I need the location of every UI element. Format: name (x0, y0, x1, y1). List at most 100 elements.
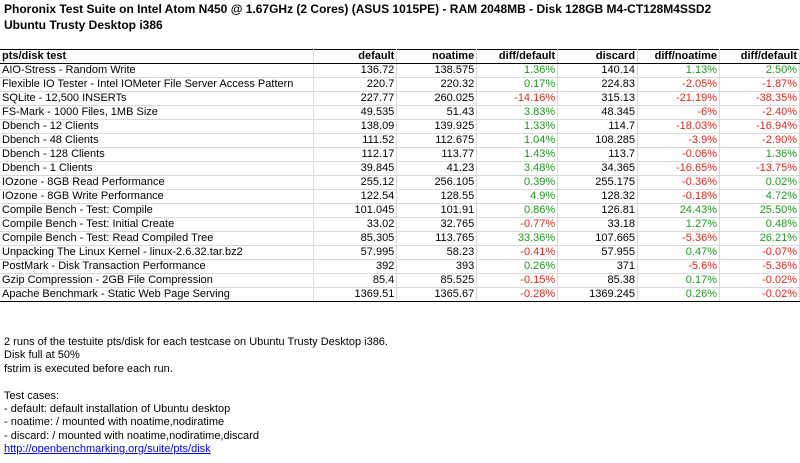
cell-diff-default[interactable]: 0.39% (476, 175, 559, 190)
note-line[interactable] (4, 376, 388, 389)
cell-noatime[interactable]: 113.765 (396, 231, 478, 246)
cell-diff-default[interactable]: -14.16% (476, 91, 559, 106)
cell-diff-default-discard[interactable]: -2.90% (719, 133, 800, 148)
cell-diff-noatime[interactable]: -3.9% (637, 133, 720, 148)
cell-noatime[interactable]: 260.025 (396, 91, 478, 106)
cell-diff-default[interactable]: 1.33% (476, 119, 559, 134)
cell-diff-default-discard[interactable]: -1.87% (719, 77, 800, 92)
cell-test[interactable]: Flexible IO Tester - Intel IOMeter File … (0, 77, 315, 92)
cell-diff-noatime[interactable]: 24.43% (637, 203, 720, 218)
cell-diff-default[interactable]: 3.48% (476, 161, 559, 176)
cell-test[interactable]: Dbench - 48 Clients (0, 133, 315, 148)
cell-default[interactable]: 57.995 (313, 245, 398, 260)
cell-discard[interactable]: 371 (557, 259, 639, 274)
cell-diff-default[interactable]: -0.28% (476, 287, 559, 302)
cell-discard[interactable]: 224.83 (557, 77, 639, 92)
cell-noatime[interactable]: 113.77 (396, 147, 478, 162)
cell-diff-default-discard[interactable]: 0.02% (719, 175, 800, 190)
cell-diff-default[interactable]: 4.9% (476, 189, 559, 204)
cell-test[interactable]: Apache Benchmark - Static Web Page Servi… (0, 287, 315, 302)
cell-default[interactable]: 85.4 (313, 273, 398, 288)
cell-noatime[interactable]: 85.525 (396, 273, 478, 288)
cell-diff-noatime[interactable]: -0.06% (637, 147, 720, 162)
cell-diff-default[interactable]: 33.36% (476, 231, 559, 246)
cell-diff-noatime[interactable]: -16.65% (637, 161, 720, 176)
header-noatime[interactable]: noatime (396, 49, 478, 64)
cell-diff-default-discard[interactable]: 4.72% (719, 189, 800, 204)
cell-diff-default-discard[interactable]: -0.02% (719, 273, 800, 288)
cell-default[interactable]: 138.09 (313, 119, 398, 134)
cell-test[interactable]: Compile Bench - Test: Read Compiled Tree (0, 231, 315, 246)
cell-test[interactable]: Dbench - 128 Clients (0, 147, 315, 162)
cell-default[interactable]: 112.17 (313, 147, 398, 162)
sheet-subtitle[interactable]: Ubuntu Trusty Desktop i386 (4, 18, 163, 32)
cell-diff-default[interactable]: -0.15% (476, 273, 559, 288)
cell-default[interactable]: 1369.51 (313, 287, 398, 302)
cell-test[interactable]: IOzone - 8GB Write Performance (0, 189, 315, 204)
header-default[interactable]: default (313, 49, 398, 64)
cell-test[interactable]: Compile Bench - Test: Compile (0, 203, 315, 218)
cell-diff-noatime[interactable]: 0.47% (637, 245, 720, 260)
cell-diff-noatime[interactable]: 0.26% (637, 287, 720, 302)
cell-noatime[interactable]: 58.23 (396, 245, 478, 260)
cell-noatime[interactable]: 51.43 (396, 105, 478, 120)
cell-diff-default-discard[interactable]: -2.40% (719, 105, 800, 120)
cell-discard[interactable]: 33.18 (557, 217, 639, 232)
cell-default[interactable]: 255.12 (313, 175, 398, 190)
cell-diff-default-discard[interactable]: -5.36% (719, 259, 800, 274)
cell-noatime[interactable]: 393 (396, 259, 478, 274)
cell-test[interactable]: Dbench - 12 Clients (0, 119, 315, 134)
cell-diff-default-discard[interactable]: 1.36% (719, 147, 800, 162)
cell-default[interactable]: 220.7 (313, 77, 398, 92)
cell-diff-noatime[interactable]: 1.13% (637, 63, 720, 78)
openbenchmarking-link[interactable]: http://openbenchmarking.org/suite/pts/di… (4, 443, 211, 456)
cell-test[interactable]: Compile Bench - Test: Initial Create (0, 217, 315, 232)
cell-discard[interactable]: 1369.245 (557, 287, 639, 302)
cell-test[interactable]: Unpacking The Linux Kernel - linux-2.6.3… (0, 245, 315, 260)
note-line[interactable]: - noatime: / mounted with noatime,nodira… (4, 416, 225, 429)
cell-discard[interactable]: 126.81 (557, 203, 639, 218)
cell-diff-default[interactable]: 0.26% (476, 259, 559, 274)
cell-test[interactable]: Gzip Compression - 2GB File Compression (0, 273, 315, 288)
note-line[interactable]: Test cases: (4, 389, 60, 402)
cell-noatime[interactable]: 101.91 (396, 203, 478, 218)
cell-discard[interactable]: 114.7 (557, 119, 639, 134)
cell-discard[interactable]: 128.32 (557, 189, 639, 204)
cell-default[interactable]: 122.54 (313, 189, 398, 204)
cell-discard[interactable]: 255.175 (557, 175, 639, 190)
cell-diff-noatime[interactable]: -21.19% (637, 91, 720, 106)
cell-diff-noatime[interactable]: 0.17% (637, 273, 720, 288)
cell-test[interactable]: Dbench - 1 Clients (0, 161, 315, 176)
cell-diff-default[interactable]: 1.04% (476, 133, 559, 148)
cell-discard[interactable]: 113.7 (557, 147, 639, 162)
cell-diff-default-discard[interactable]: -13.75% (719, 161, 800, 176)
cell-diff-noatime[interactable]: -0.18% (637, 189, 720, 204)
cell-default[interactable]: 39.845 (313, 161, 398, 176)
cell-diff-noatime[interactable]: -2.05% (637, 77, 720, 92)
cell-diff-default[interactable]: 0.86% (476, 203, 559, 218)
cell-discard[interactable]: 140.14 (557, 63, 639, 78)
note-line[interactable]: Disk full at 50% (4, 349, 80, 362)
cell-test[interactable]: SQLite - 12,500 INSERTs (0, 91, 315, 106)
cell-noatime[interactable]: 128.55 (396, 189, 478, 204)
cell-diff-default-discard[interactable]: 25.50% (719, 203, 800, 218)
cell-default[interactable]: 111.52 (313, 133, 398, 148)
cell-diff-default-discard[interactable]: -0.02% (719, 287, 800, 302)
cell-test[interactable]: PostMark - Disk Transaction Performance (0, 259, 315, 274)
cell-discard[interactable]: 34.365 (557, 161, 639, 176)
cell-diff-noatime[interactable]: -5.36% (637, 231, 720, 246)
note-line[interactable]: http://openbenchmarking.org/suite/pts/di… (4, 443, 388, 456)
cell-test[interactable]: FS-Mark - 1000 Files, 1MB Size (0, 105, 315, 120)
cell-discard[interactable]: 85.38 (557, 273, 639, 288)
header-diff-default[interactable]: diff/default (476, 49, 559, 64)
cell-noatime[interactable]: 112.675 (396, 133, 478, 148)
note-line[interactable]: fstrim is executed before each run. (4, 362, 173, 375)
cell-noatime[interactable]: 1365.67 (396, 287, 478, 302)
cell-default[interactable]: 49.535 (313, 105, 398, 120)
cell-default[interactable]: 136.72 (313, 63, 398, 78)
cell-diff-default[interactable]: 3.83% (476, 105, 559, 120)
header-diff-default-discard[interactable]: diff/default (719, 49, 800, 64)
cell-diff-noatime[interactable]: -0.36% (637, 175, 720, 190)
cell-diff-default[interactable]: -0.77% (476, 217, 559, 232)
header-discard[interactable]: discard (557, 49, 639, 64)
